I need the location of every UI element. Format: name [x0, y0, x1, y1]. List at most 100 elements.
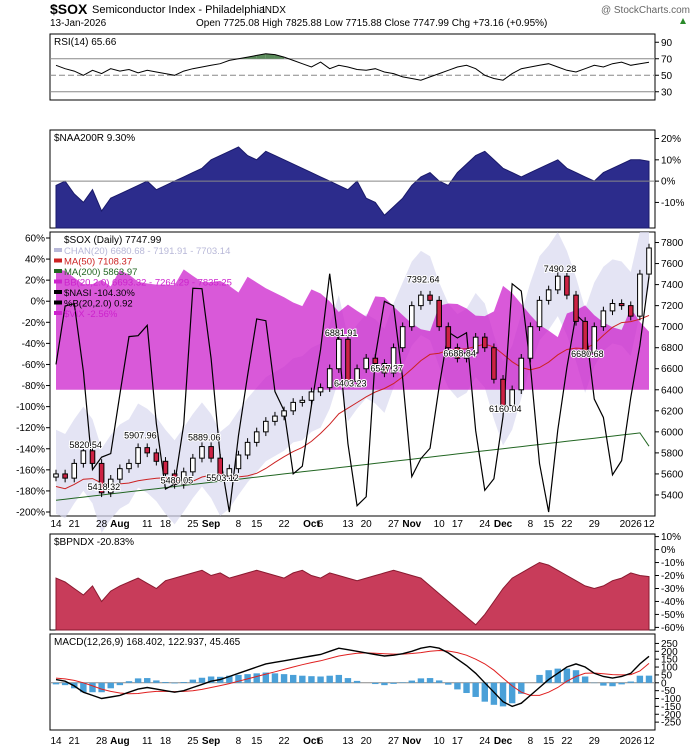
candle-body [354, 368, 360, 382]
legend-label: MA(50) 7108.37 [64, 257, 132, 268]
x-axis-label-top: Nov [402, 519, 421, 530]
price-annotation: 5418.32 [88, 482, 121, 492]
price-left-tick-label: -120% [16, 423, 45, 434]
candle-body [244, 441, 251, 456]
candle-body [180, 471, 187, 485]
macd-histogram-bar [226, 675, 233, 683]
macd-histogram-bar [372, 682, 379, 685]
macd-tick-label: 150 [661, 655, 678, 666]
macd-histogram-bar [171, 682, 178, 684]
candle-body [427, 294, 433, 301]
macd-histogram-bar [235, 674, 242, 683]
legend-label: $NASI -104.30% [64, 288, 135, 299]
macd-tick-label: -50 [661, 686, 676, 697]
price-annotation: 6688.84 [443, 348, 476, 358]
candle-body [217, 457, 224, 477]
price-left-tick-label: -160% [16, 465, 45, 476]
macd-histogram-bar [98, 682, 105, 693]
price-annotation: 6403.23 [334, 378, 367, 388]
legend-swatch [54, 311, 62, 315]
x-axis-label-top: Aug [110, 519, 129, 530]
candle-body [290, 401, 296, 412]
x-axis-label-top: 17 [452, 519, 464, 530]
price-left-tick-label: -40% [22, 339, 45, 350]
macd-title: MACD(12,26,9) 168.402, 122.937, 45.465 [54, 637, 241, 648]
candle-body [491, 347, 497, 380]
price-left-tick-label: -100% [16, 402, 45, 413]
price-annotation: 7392.64 [407, 274, 440, 284]
x-axis-label-top: Oct [303, 519, 320, 530]
rsi-tick-label: 50 [661, 71, 673, 82]
x-axis-label-top: 14 [50, 519, 62, 530]
macd-histogram-bar [609, 682, 616, 687]
candle-body [545, 289, 552, 301]
candle-body [573, 294, 579, 322]
macd-histogram-bar [390, 682, 397, 684]
macd-tick-label: 50 [661, 670, 673, 681]
macd-histogram-bar [116, 682, 124, 686]
price-title: $SOX (Daily) 7747.99 [64, 235, 162, 246]
x-axis-label-bottom: 15 [251, 736, 263, 747]
x-axis-label-bottom: 13 [342, 736, 354, 747]
macd-histogram-bar [499, 682, 507, 707]
naa200r-title: $NAA200R 9.30% [54, 133, 135, 144]
price-right-tick-label: 6400 [661, 385, 684, 396]
macd-histogram-bar [180, 682, 187, 683]
x-axis-label-bottom: 14 [50, 736, 62, 747]
x-axis-label-bottom: 22 [561, 736, 573, 747]
candle-body [135, 447, 141, 464]
candle-body [637, 273, 643, 317]
macd-histogram-bar [52, 682, 60, 685]
ma50-line [55, 314, 650, 490]
candle-body [591, 326, 598, 354]
macd-histogram-bar [463, 682, 470, 694]
macd-histogram-bar [107, 682, 114, 689]
legend-swatch [54, 248, 62, 252]
macd-tick-label: -250 [661, 718, 681, 729]
macd-tick-label: -150 [661, 702, 681, 713]
price-annotation: 5907.96 [124, 431, 157, 441]
candle-body [390, 347, 397, 374]
candle-body [582, 320, 588, 354]
candle-body [500, 378, 506, 407]
macd-histogram-bar [89, 682, 96, 693]
price-left-tick-label: 40% [25, 255, 45, 266]
naa200r-tick-label: -10% [661, 198, 684, 209]
macd-histogram-bar [645, 675, 653, 683]
x-axis-label-top: 8 [236, 519, 242, 530]
legend-label: CHAN(20) 6680.68 - 7191.91 - 7703.14 [64, 246, 230, 257]
candle-body [381, 362, 388, 374]
macd-histogram-bar [536, 674, 543, 683]
candle-body [436, 299, 442, 328]
macd-histogram-bar [481, 682, 488, 702]
macd-tick-label: -100 [661, 694, 681, 705]
macd-histogram-bar [271, 673, 279, 683]
price-annotation: 6680.68 [571, 349, 604, 359]
candle-body [472, 336, 479, 354]
candle-body [409, 305, 415, 328]
x-axis-label-bottom: 15 [543, 736, 555, 747]
candle-body [144, 447, 151, 454]
naa200r-area [55, 146, 650, 229]
macd-histogram-bar [554, 668, 561, 683]
bpndx-tick-label: -40% [661, 597, 684, 608]
macd-histogram-bar [299, 675, 306, 683]
price-right-tick-label: 7800 [661, 238, 684, 249]
x-axis-label-top: 25 [187, 519, 199, 530]
price-annotation: 6547.37 [370, 363, 403, 373]
nasi-line [55, 273, 650, 513]
price-right-tick-label: 7400 [661, 280, 684, 291]
change-arrow-icon [680, 18, 686, 24]
price-annotation: 7490.28 [544, 264, 577, 274]
candle-body [62, 473, 68, 479]
candle-body [308, 391, 315, 401]
candle-body [609, 303, 616, 312]
x-axis-label-bottom: 27 [388, 736, 400, 747]
price-right-tick-label: 7000 [661, 322, 684, 333]
legend-swatch [54, 279, 62, 284]
macd-histogram-bar [344, 678, 352, 683]
candle-body [263, 420, 269, 433]
chart-date: 13-Jan-2026 [50, 18, 107, 29]
x-axis-label-bottom: 6 [318, 736, 324, 747]
macd-tick-label: 250 [661, 639, 678, 650]
